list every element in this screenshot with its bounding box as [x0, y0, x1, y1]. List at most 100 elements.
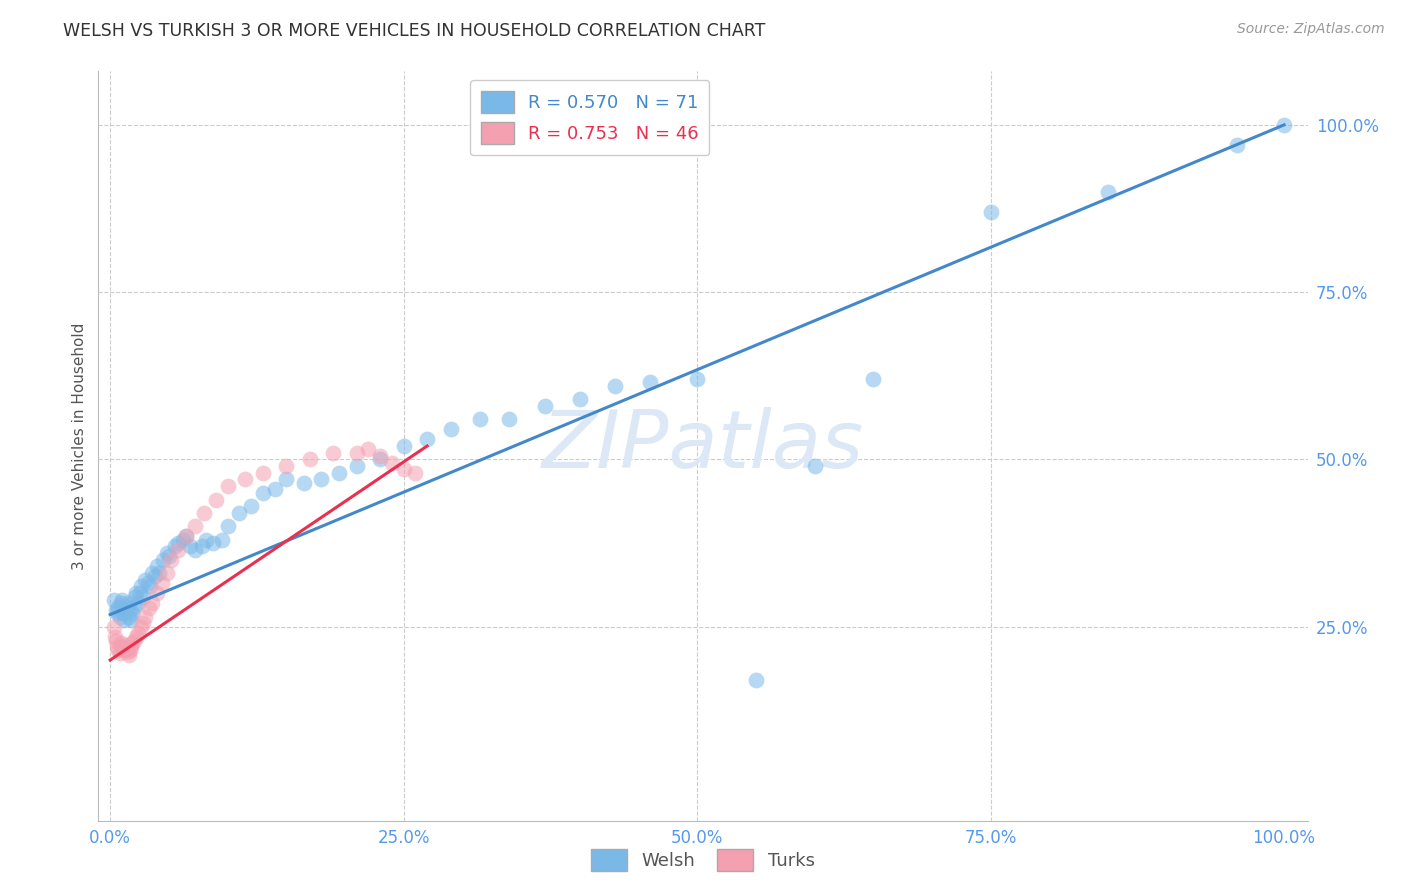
Point — [125, 586, 148, 600]
Point — [111, 593, 134, 607]
Point — [112, 640, 135, 655]
Point — [136, 576, 159, 591]
Point — [533, 399, 555, 413]
Point — [105, 607, 128, 621]
Point — [298, 452, 321, 467]
Point — [105, 603, 128, 617]
Point — [368, 452, 391, 467]
Point — [108, 609, 131, 624]
Legend: Welsh, Turks: Welsh, Turks — [583, 842, 823, 879]
Point — [217, 479, 239, 493]
Point — [112, 607, 135, 621]
Point — [105, 640, 128, 654]
Point — [104, 630, 127, 644]
Point — [803, 459, 825, 474]
Point — [111, 640, 134, 654]
Point — [638, 376, 661, 390]
Point — [183, 519, 205, 533]
Point — [120, 613, 142, 627]
Point — [276, 459, 298, 474]
Point — [122, 634, 145, 648]
Point — [217, 519, 239, 533]
Point — [568, 392, 591, 407]
Point — [107, 643, 129, 657]
Point — [167, 536, 190, 550]
Point — [108, 646, 131, 660]
Point — [141, 566, 163, 581]
Point — [129, 620, 152, 634]
Point — [357, 442, 380, 457]
Point — [195, 533, 218, 547]
Point — [118, 648, 141, 662]
Point — [120, 603, 142, 617]
Point — [120, 640, 142, 654]
Point — [292, 475, 315, 490]
Point — [228, 506, 250, 520]
Y-axis label: 3 or more Vehicles in Household: 3 or more Vehicles in Household — [72, 322, 87, 570]
Point — [110, 636, 132, 650]
Point — [125, 630, 148, 644]
Point — [498, 412, 520, 426]
Point — [103, 593, 125, 607]
Point — [120, 643, 142, 657]
Point — [416, 433, 439, 447]
Point — [134, 573, 156, 587]
Point — [114, 603, 136, 617]
Point — [103, 620, 125, 634]
Point — [117, 645, 139, 659]
Point — [211, 533, 233, 547]
Point — [233, 473, 256, 487]
Point — [150, 576, 173, 591]
Point — [127, 626, 149, 640]
Point — [980, 205, 1002, 219]
Point — [160, 553, 183, 567]
Point — [132, 616, 155, 631]
Legend: R = 0.570   N = 71, R = 0.753   N = 46: R = 0.570 N = 71, R = 0.753 N = 46 — [470, 80, 710, 155]
Point — [183, 542, 205, 557]
Point — [146, 559, 169, 574]
Point — [112, 613, 135, 627]
Point — [311, 473, 333, 487]
Point — [204, 492, 226, 507]
Point — [107, 599, 129, 614]
Point — [179, 539, 201, 553]
Point — [121, 607, 143, 621]
Point — [346, 446, 368, 460]
Point — [468, 412, 491, 426]
Point — [114, 639, 136, 653]
Point — [134, 609, 156, 624]
Point — [1272, 118, 1295, 132]
Point — [202, 536, 225, 550]
Point — [686, 372, 709, 386]
Point — [152, 553, 174, 567]
Point — [1226, 138, 1249, 153]
Point — [121, 636, 143, 650]
Point — [240, 500, 263, 514]
Point — [122, 599, 145, 614]
Point — [105, 634, 128, 648]
Point — [276, 473, 298, 487]
Point — [381, 456, 404, 470]
Point — [252, 466, 274, 480]
Point — [146, 586, 169, 600]
Point — [404, 466, 426, 480]
Point — [745, 673, 768, 688]
Point — [176, 529, 198, 543]
Point — [128, 586, 150, 600]
Point — [132, 590, 155, 604]
Point — [143, 569, 166, 583]
Point — [141, 596, 163, 610]
Point — [176, 529, 198, 543]
Point — [190, 539, 212, 553]
Point — [157, 549, 180, 564]
Point — [193, 506, 215, 520]
Point — [112, 643, 135, 657]
Point — [163, 539, 186, 553]
Point — [118, 609, 141, 624]
Point — [392, 462, 415, 476]
Point — [139, 580, 162, 594]
Text: WELSH VS TURKISH 3 OR MORE VEHICLES IN HOUSEHOLD CORRELATION CHART: WELSH VS TURKISH 3 OR MORE VEHICLES IN H… — [63, 22, 766, 40]
Point — [1097, 185, 1119, 199]
Point — [155, 546, 177, 560]
Point — [124, 590, 146, 604]
